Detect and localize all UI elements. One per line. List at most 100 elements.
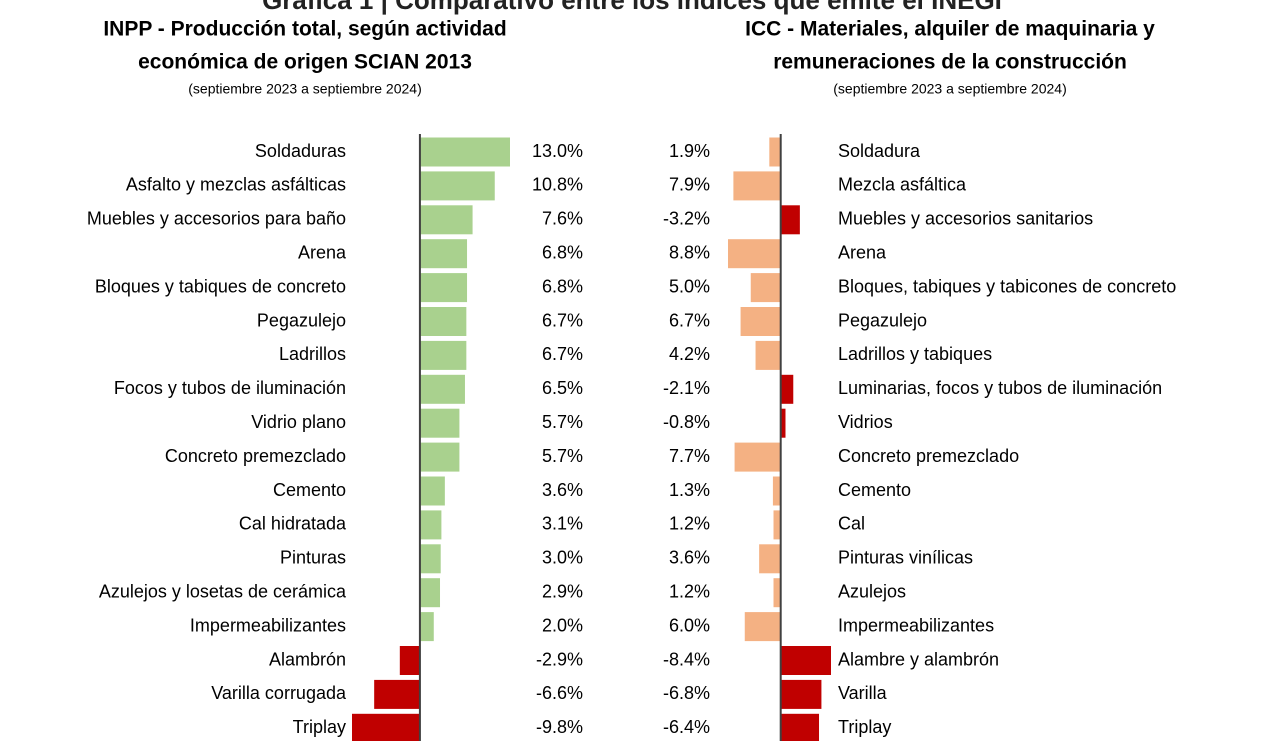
bar xyxy=(419,307,467,336)
value-label: -0.8% xyxy=(663,412,710,432)
value-label: -6.6% xyxy=(536,683,583,703)
bar xyxy=(780,205,800,235)
value-label: 3.6% xyxy=(542,480,583,500)
value-label: 3.1% xyxy=(542,514,583,534)
bar xyxy=(772,476,781,506)
value-label: 5.7% xyxy=(542,446,583,466)
chart-title: remuneraciones de la construcción xyxy=(773,51,1127,74)
bar xyxy=(773,578,781,608)
value-label: 7.9% xyxy=(669,175,710,195)
value-label: -8.4% xyxy=(663,649,710,669)
value-label: 1.9% xyxy=(669,141,710,161)
category-label: Azulejos y losetas de cerámica xyxy=(99,581,347,601)
bar xyxy=(419,476,445,506)
bar xyxy=(780,679,822,709)
category-label: Varilla corrugada xyxy=(211,683,347,703)
category-label: Muebles y accesorios sanitarios xyxy=(838,209,1093,229)
bar xyxy=(419,408,460,438)
category-label: Pinturas xyxy=(280,548,346,568)
category-label: Ladrillos y tabiques xyxy=(838,344,992,364)
bar xyxy=(740,307,781,336)
bar xyxy=(419,374,465,404)
value-label: 10.8% xyxy=(532,175,583,195)
bar xyxy=(419,510,442,540)
category-label: Bloques y tabiques de concreto xyxy=(95,276,346,296)
chart-subtitle: (septiembre 2023 a septiembre 2024) xyxy=(833,81,1066,97)
category-label: Cal xyxy=(838,514,865,534)
value-label: 6.8% xyxy=(542,242,583,262)
category-label: Pinturas vinílicas xyxy=(838,548,973,568)
bar xyxy=(352,713,420,741)
category-label: Varilla xyxy=(838,683,888,703)
category-label: Concreto premezclado xyxy=(838,446,1019,466)
bar xyxy=(419,137,510,167)
value-label: 1.2% xyxy=(669,514,710,534)
category-label: Cemento xyxy=(838,480,911,500)
bar xyxy=(419,612,434,642)
value-label: 2.9% xyxy=(542,581,583,601)
value-label: 1.3% xyxy=(669,480,710,500)
category-label: Triplay xyxy=(838,717,891,737)
bar xyxy=(780,713,820,741)
value-label: 6.0% xyxy=(669,615,710,635)
chart-subtitle: (septiembre 2023 a septiembre 2024) xyxy=(188,81,421,97)
category-label: Vidrio plano xyxy=(251,412,346,432)
bar xyxy=(419,544,441,574)
value-label: 6.7% xyxy=(669,310,710,330)
value-label: -2.9% xyxy=(536,649,583,669)
bar xyxy=(419,442,460,472)
category-label: Cemento xyxy=(273,480,346,500)
category-label: Luminarias, focos y tubos de iluminación xyxy=(838,378,1162,398)
category-label: Impermeabilizantes xyxy=(190,615,346,635)
value-label: 4.2% xyxy=(669,344,710,364)
page-title: Gráfica 1 | Comparativo entre los índice… xyxy=(262,0,1002,15)
value-label: -2.1% xyxy=(663,378,710,398)
chart-title: económica de origen SCIAN 2013 xyxy=(138,51,472,74)
value-label: -6.4% xyxy=(663,717,710,737)
value-label: 3.6% xyxy=(669,548,710,568)
bar xyxy=(759,544,781,574)
value-label: 1.2% xyxy=(669,581,710,601)
category-label: Soldadura xyxy=(838,141,921,161)
category-label: Asfalto y mezclas asfálticas xyxy=(126,175,346,195)
bar xyxy=(769,137,781,167)
bar xyxy=(728,239,781,269)
bar xyxy=(750,273,781,303)
bar xyxy=(733,171,781,201)
category-label: Arena xyxy=(298,242,347,262)
value-label: 7.6% xyxy=(542,209,583,229)
bar xyxy=(780,646,831,675)
bar xyxy=(773,510,781,540)
category-label: Cal hidratada xyxy=(239,514,347,534)
bar xyxy=(734,442,781,472)
chart-title: ICC - Materiales, alquiler de maquinaria… xyxy=(745,18,1155,41)
category-label: Concreto premezclado xyxy=(165,446,346,466)
category-label: Soldaduras xyxy=(255,141,346,161)
category-label: Impermeabilizantes xyxy=(838,615,994,635)
category-label: Ladrillos xyxy=(279,344,346,364)
bar xyxy=(419,340,467,370)
category-label: Azulejos xyxy=(838,581,906,601)
chart-title: INPP - Producción total, según actividad xyxy=(103,18,506,41)
category-label: Arena xyxy=(838,242,887,262)
category-label: Muebles y accesorios para baño xyxy=(87,209,346,229)
bar xyxy=(399,646,420,675)
value-label: -9.8% xyxy=(536,717,583,737)
category-label: Pegazulejo xyxy=(257,310,346,330)
bar xyxy=(374,679,420,709)
category-label: Triplay xyxy=(293,717,346,737)
bar xyxy=(419,171,495,201)
category-label: Mezcla asfáltica xyxy=(838,175,967,195)
value-label: 8.8% xyxy=(669,242,710,262)
bar xyxy=(755,340,781,370)
category-label: Alambrón xyxy=(269,649,346,669)
bar xyxy=(419,578,441,608)
category-label: Pegazulejo xyxy=(838,310,927,330)
value-label: 6.7% xyxy=(542,344,583,364)
bar xyxy=(780,374,794,404)
category-label: Focos y tubos de iluminación xyxy=(114,378,346,398)
bar xyxy=(780,408,786,438)
value-label: 13.0% xyxy=(532,141,583,161)
value-label: 3.0% xyxy=(542,548,583,568)
